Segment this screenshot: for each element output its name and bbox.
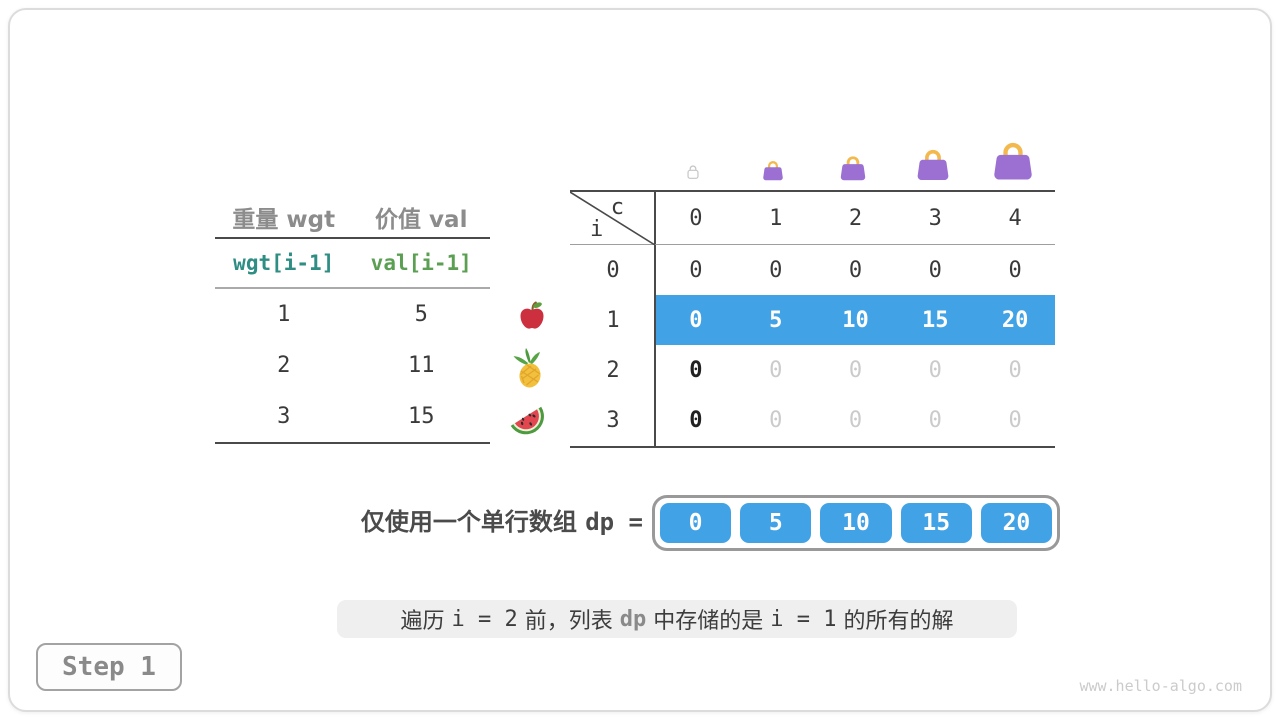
- dp-cell: 0: [848, 257, 863, 283]
- item-val: 5: [414, 302, 428, 327]
- dp-cell: 0: [769, 407, 783, 433]
- corner-label-c: c: [610, 195, 624, 220]
- dp-array-var: dp: [585, 508, 615, 536]
- watermelon-icon: [505, 398, 549, 444]
- col-header: 4: [1008, 205, 1022, 231]
- table-row: 3 0 0 0 0 0: [570, 395, 1055, 445]
- table-row: 3 15: [215, 391, 490, 442]
- dp-array-cell: 5: [740, 503, 812, 543]
- caption-text: 的所有的解: [836, 609, 954, 634]
- col-header: 3: [928, 205, 942, 231]
- dp-cell: 0: [1008, 257, 1022, 283]
- dp-cell: 0: [689, 257, 703, 283]
- row-label: 1: [606, 307, 620, 333]
- dp-cell: 0: [928, 357, 942, 383]
- dp-cell: 0: [1008, 357, 1022, 383]
- caption-code: i = 2: [451, 606, 518, 632]
- table-row: 2 0 0 0 0 0: [570, 345, 1055, 395]
- items-table-header: 重量 wgt 价值 val: [215, 196, 490, 239]
- dp-array-cell: 20: [980, 503, 1053, 543]
- apple-icon: [516, 299, 548, 335]
- caption-text: 前，列表: [517, 609, 620, 634]
- dp-cell: 15: [922, 307, 949, 333]
- items-table-rows: 1 5 2 11 3 15: [215, 289, 490, 444]
- caption-text: 遍历: [400, 609, 452, 634]
- item-val: 15: [408, 404, 435, 429]
- items-table: 重量 wgt 价值 val wgt[i-1] val[i-1] 1 5 2 11…: [215, 196, 490, 444]
- items-subheader-val: val[i-1]: [370, 251, 472, 275]
- items-subheader-wgt: wgt[i-1]: [233, 251, 335, 275]
- pineapple-icon: [509, 347, 547, 393]
- dp-cell: 0: [689, 357, 703, 383]
- item-val: 11: [408, 353, 435, 378]
- row-label: 2: [606, 357, 620, 383]
- table-row: 0 0 0 0 0 0: [570, 245, 1055, 295]
- dp-cell: 0: [689, 407, 703, 433]
- caption-code: i = 1: [770, 606, 837, 632]
- item-wgt: 2: [277, 353, 291, 378]
- dp-array-equals: =: [614, 508, 643, 536]
- dp-cell: 0: [769, 257, 783, 283]
- items-header-wgt: 重量 wgt: [232, 206, 336, 233]
- row-label: 0: [606, 257, 620, 283]
- diagram-card: [8, 8, 1272, 712]
- watermark: www.hello-algo.com: [1079, 677, 1242, 695]
- table-row: 2 11: [215, 340, 490, 391]
- col-header: 0: [689, 205, 703, 231]
- dp-array-label: 仅使用一个单行数组 dp =: [295, 505, 643, 539]
- dp-cell: 20: [1001, 307, 1029, 333]
- dp-cell: 0: [928, 257, 942, 283]
- item-wgt: 3: [277, 404, 291, 429]
- dp-table-vertical-rule: [654, 192, 656, 446]
- dp-cell: 0: [848, 357, 863, 383]
- dp-cell: 10: [842, 307, 869, 333]
- caption-var-dp: dp: [619, 606, 647, 632]
- dp-array-cell: 10: [820, 503, 892, 543]
- caption-text: 中存储的是: [646, 609, 771, 634]
- dp-cell: 0: [769, 357, 783, 383]
- dp-cell: 5: [769, 307, 783, 333]
- bag-xlarge-icon: [990, 139, 1036, 185]
- bag-medium-icon: [838, 154, 868, 185]
- items-table-subheader: wgt[i-1] val[i-1]: [215, 239, 490, 289]
- table-row: 1 5: [215, 289, 490, 340]
- diagonal-line: [570, 192, 656, 245]
- dp-array: 0 5 10 15 20: [652, 495, 1060, 551]
- items-header-val: 价值 val: [375, 206, 468, 233]
- dp-cell: 0: [1008, 407, 1022, 433]
- dp-table: c i 0 1 2 3 4 0 0 0 0 0 0 1 0 5 10: [570, 190, 1055, 448]
- col-header: 2: [848, 205, 863, 231]
- step-badge: Step 1: [36, 643, 182, 691]
- dp-array-cell: 0: [660, 503, 732, 543]
- dp-cell: 0: [848, 407, 863, 433]
- caption-box: 遍历 i = 2 前，列表 dp 中存储的是 i = 1 的所有的解: [337, 600, 1017, 638]
- table-row-highlighted: 1 0 5 10 15 20: [570, 295, 1055, 345]
- dp-array-cell: 15: [900, 503, 972, 543]
- row-label: 3: [606, 407, 620, 433]
- dp-table-corner-cell: c i: [570, 192, 656, 245]
- dp-array-label-text: 仅使用一个单行数组: [360, 508, 586, 536]
- dp-cell: 0: [689, 307, 703, 333]
- bag-small-icon: [761, 159, 785, 185]
- item-wgt: 1: [277, 302, 291, 327]
- dp-table-header-row: c i 0 1 2 3 4: [570, 192, 1055, 245]
- col-header: 1: [769, 205, 783, 231]
- dp-cell: 0: [928, 407, 942, 433]
- bag-empty-icon: [685, 163, 701, 184]
- bag-large-icon: [914, 147, 952, 185]
- corner-label-i: i: [590, 217, 604, 242]
